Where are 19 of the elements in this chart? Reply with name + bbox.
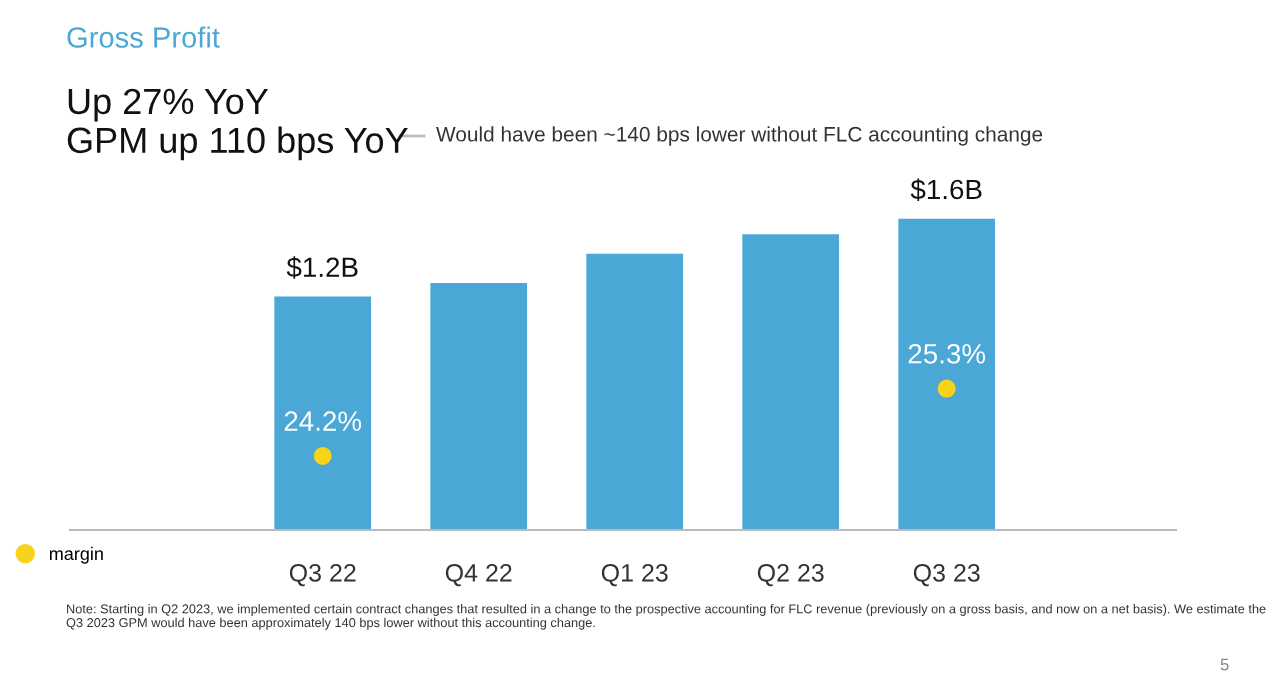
chart-subtitle: Up 27% YoY GPM up 110 bps YoY (67, 88, 408, 161)
x-tick-label: Q1 23 (601, 563, 668, 587)
bar (586, 253, 684, 530)
text: 5 (1220, 658, 1229, 671)
data-label: 24.2% (284, 411, 362, 431)
x-tick-label: Q3 23 (913, 563, 980, 587)
data-label: $1.6B (910, 178, 982, 201)
data-label: 25.3% (908, 343, 986, 364)
legend-label: margin (49, 546, 103, 564)
x-tick-label: Q4 22 (445, 563, 512, 587)
bar (430, 282, 528, 530)
x-tick-label: Q3 22 (289, 563, 356, 587)
bar (742, 234, 840, 530)
text: Would have been ~140 bps lower without FLC accounting change (436, 126, 1043, 146)
x-tick-label: Q2 23 (757, 563, 824, 587)
data-label: $1.2B (286, 256, 358, 279)
chart-title: Gross Profit (67, 26, 220, 48)
bar (898, 218, 996, 530)
bar (274, 296, 372, 530)
